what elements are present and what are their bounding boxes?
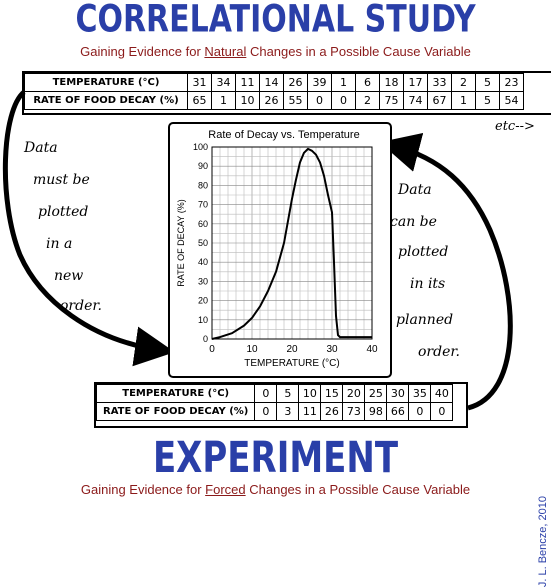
table-row: TEMPERATURE (°C) 31 34 11 14 26 39 1 6 18 17 33 2 5 2… [24,73,524,92]
top-data-table: TEMPERATURE (°C) 31 34 11 14 26 39 1 6 18 17 33 2 5 2… [24,73,524,110]
table-cell: 0 [408,402,432,421]
table-cell: 10 [298,384,322,403]
x-tick-label: 30 [326,344,338,355]
y-axis-label: RATE OF DECAY (%) [176,199,186,287]
x-tick-label: 20 [286,344,298,355]
y-tick-label: 100 [193,142,208,152]
note-line: plotted [38,204,89,220]
y-tick-label: 40 [198,257,208,267]
note-line: order. [60,298,102,314]
subtitle-pre: Gaining Evidence for [80,44,205,59]
left-arrow [2,90,175,367]
note-line: Data [24,140,58,156]
temperature-header: TEMPERATURE (°C) [95,384,256,403]
y-tick-label: 70 [198,200,208,210]
x-tick-label: 0 [209,344,215,355]
table-cell: 75 [379,91,404,110]
table-cell: 15 [320,384,344,403]
y-tick-label: 60 [198,219,208,229]
subtitle-post: Changes in a Possible Cause Variable [246,44,471,59]
table-cell: 1 [451,91,476,110]
table-cell: 25 [364,384,388,403]
table-cell: 54 [499,91,524,110]
subtitle-emphasis: Forced [205,482,246,497]
table-row: TEMPERATURE (°C) 0 5 10 15 20 25 30 35 40 [95,384,454,403]
subtitle-post: Changes in a Possible Cause Variable [245,482,471,497]
note-line: order. [418,344,460,360]
table-cell: 34 [211,73,236,92]
table-cell: 66 [386,402,410,421]
table-cell: 40 [430,384,454,403]
decay-header: RATE OF FOOD DECAY (%) [24,91,188,110]
author-credit: J. L. Bencze, 2010 [537,496,549,587]
note-line: planned [396,312,454,328]
chart-title: Rate of Decay vs. Temperature [208,129,359,141]
experiment-subtitle: Gaining Evidence for Forced Changes in a… [0,482,551,497]
table-cell: 5 [276,384,300,403]
table-cell: 11 [235,73,260,92]
note-line: plotted [398,244,449,260]
y-tick-label: 50 [198,238,208,248]
note-line: must be [33,172,90,188]
note-line: new [54,268,84,284]
table-cell: 30 [386,384,410,403]
table-row: RATE OF FOOD DECAY (%) 0 3 11 26 73 98 66 0 0 [95,402,454,421]
bottom-data-table: TEMPERATURE (°C) 0 5 10 15 20 25 30 35 40 RATE O… [95,384,454,421]
x-tick-label: 40 [366,344,378,355]
table-cell: 67 [427,91,452,110]
subtitle-emphasis: Natural [204,44,247,59]
table-cell: 0 [254,402,278,421]
x-tick-label: 10 [246,344,258,355]
table-cell: 3 [276,402,300,421]
y-tick-label: 90 [198,161,208,171]
experiment-title: EXPERIMENT [152,433,399,483]
note-line: in its [410,276,446,292]
y-tick-label: 0 [203,334,208,344]
y-tick-label: 30 [198,276,208,286]
table-cell: 55 [283,91,308,110]
bottom-table-frame [94,382,468,428]
y-tick-label: 80 [198,180,208,190]
note-line: in a [46,236,73,252]
note-line: can be [390,214,437,230]
y-tick-label: 20 [198,296,208,306]
table-cell: 11 [298,402,322,421]
correlational-study-title: CORRELATIONAL STUDY [75,0,476,42]
table-cell: 10 [235,91,260,110]
arrows-layer [2,90,513,411]
table-cell: 0 [254,384,278,403]
table-cell: 35 [408,384,432,403]
table-row: RATE OF FOOD DECAY (%) 65 1 10 26 55 0 0 2 75 74 6… [24,91,524,110]
table-cell: 20 [342,384,366,403]
table-cell: 2 [355,91,380,110]
decay-chart: Rate of Decay vs. Temperature 0 10 20 30 40 0 1… [176,129,378,369]
note-line: Data [398,182,432,198]
y-tick-label: 10 [198,315,208,325]
subtitle-pre: Gaining Evidence for [80,482,206,497]
chart-frame [168,122,392,378]
right-arrow [379,132,513,411]
table-cell: 0 [430,402,454,421]
correlational-subtitle: Gaining Evidence for Natural Changes in … [0,44,551,59]
table-cell: 23 [499,73,524,92]
table-cell: 65 [187,91,212,110]
decay-curve-line [211,147,372,340]
decay-header: RATE OF FOOD DECAY (%) [95,402,256,421]
x-axis-label: TEMPERATURE (°C) [244,358,339,369]
table-cell: 98 [364,402,388,421]
etc-label: etc--> [495,119,535,134]
plot-area-border [211,146,373,340]
table-cell: 26 [320,402,344,421]
table-cell: 73 [342,402,366,421]
